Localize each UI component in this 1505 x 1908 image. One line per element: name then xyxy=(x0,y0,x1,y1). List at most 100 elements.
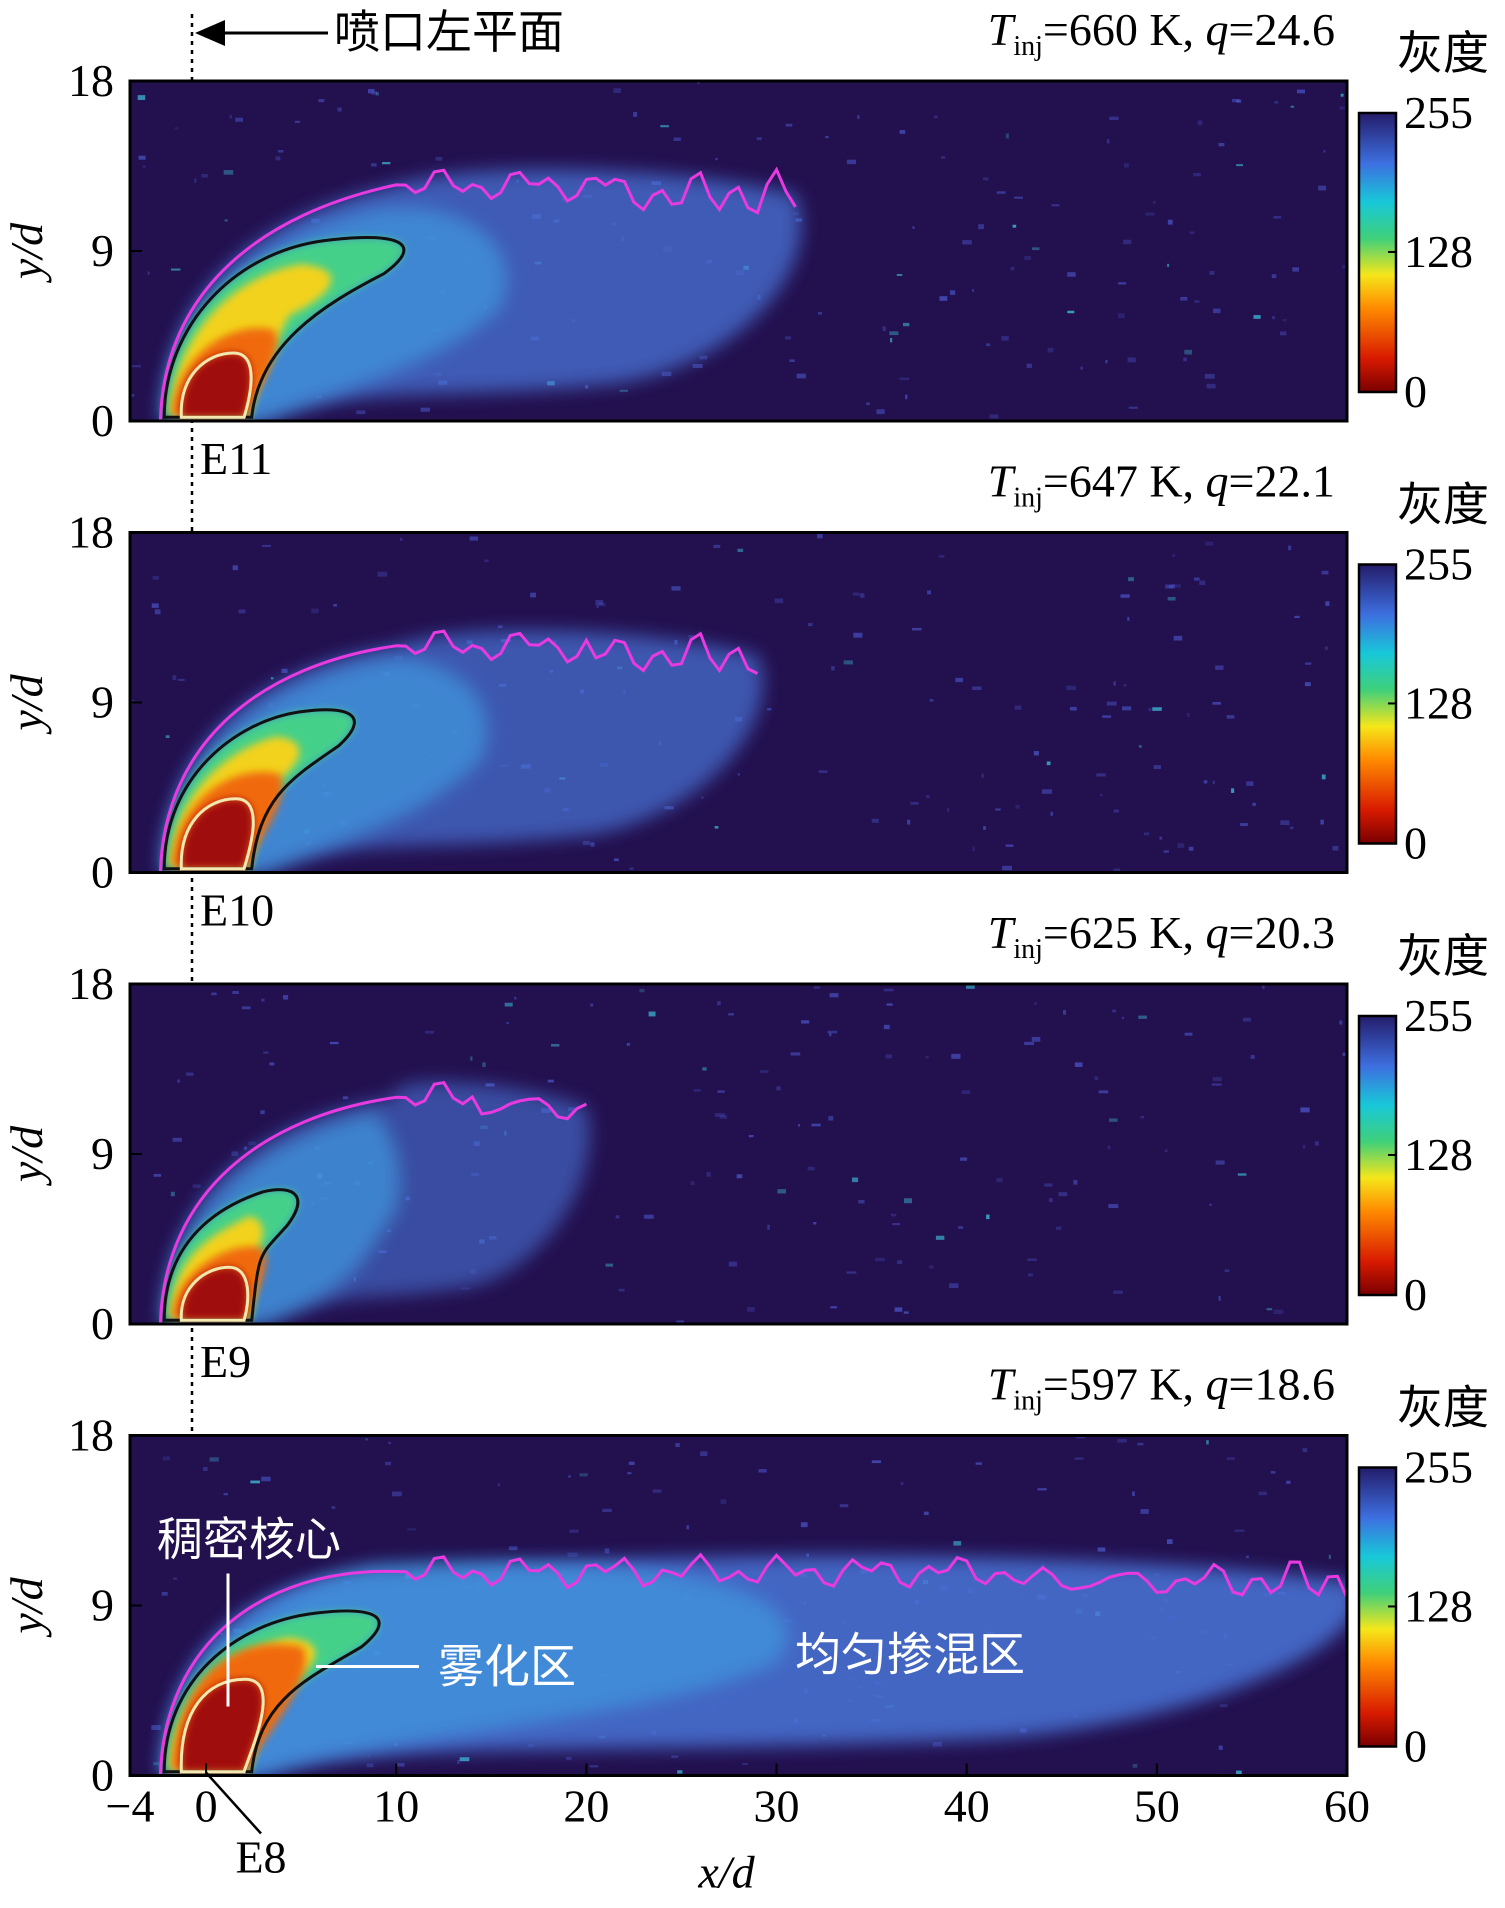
speckle xyxy=(142,165,146,168)
speckle xyxy=(1226,715,1235,719)
speckle xyxy=(311,608,319,614)
speckle xyxy=(1173,635,1183,641)
speckle xyxy=(261,998,265,1002)
speckle xyxy=(975,1462,983,1465)
core-contour xyxy=(179,797,255,871)
speckle xyxy=(579,1473,588,1477)
speckle xyxy=(1321,570,1329,575)
speckle xyxy=(1113,1290,1123,1294)
speckle xyxy=(1252,802,1256,806)
speckle xyxy=(1280,331,1287,336)
speckle xyxy=(1273,215,1282,219)
speckle xyxy=(482,1062,486,1068)
speckle xyxy=(211,992,217,996)
speckle xyxy=(231,1151,239,1156)
speckle xyxy=(232,565,239,571)
speckle xyxy=(702,1067,707,1071)
speckle xyxy=(825,135,829,139)
speckle xyxy=(1193,172,1201,177)
speckle xyxy=(224,219,228,222)
speckle xyxy=(1014,705,1022,710)
title-symbol: T xyxy=(988,4,1017,55)
speckle xyxy=(1172,554,1176,558)
speckle xyxy=(277,149,284,153)
speckle xyxy=(929,698,934,702)
speckle xyxy=(1262,985,1265,990)
speckle xyxy=(851,1177,859,1183)
speckle xyxy=(1163,850,1169,853)
panel-title: Tinj=625 K, q=20.3 xyxy=(988,907,1335,965)
speckle xyxy=(504,1002,513,1007)
speckle xyxy=(1067,310,1075,314)
speckle xyxy=(983,177,989,181)
speckle xyxy=(923,1511,929,1516)
speckle xyxy=(629,867,634,870)
speckle xyxy=(1294,615,1300,619)
speckle xyxy=(675,1443,680,1448)
image xyxy=(130,984,1347,1324)
speckle xyxy=(1127,616,1130,621)
speckle xyxy=(229,114,232,119)
speckle xyxy=(1305,662,1312,665)
speckle xyxy=(1314,1141,1320,1146)
speckle xyxy=(283,995,289,1000)
speckle xyxy=(1118,282,1127,285)
speckle xyxy=(590,1003,594,1007)
speckle xyxy=(699,355,708,360)
speckle xyxy=(626,1042,630,1046)
speckle xyxy=(1302,1448,1308,1452)
speckle xyxy=(1266,1308,1273,1311)
title-text: =625 K, xyxy=(1043,907,1206,958)
speckle xyxy=(807,1166,815,1171)
image xyxy=(130,532,1347,873)
speckle xyxy=(223,1493,229,1496)
speckle xyxy=(1167,597,1176,601)
speckle xyxy=(1296,89,1306,94)
y-axis-label: y/d xyxy=(1,1125,52,1186)
colorbar-tick-label: 128 xyxy=(1404,1580,1473,1631)
speckle xyxy=(932,1741,943,1747)
speckle xyxy=(177,1079,180,1083)
speckle xyxy=(891,1213,897,1217)
speckle xyxy=(912,226,915,229)
speckle xyxy=(598,602,606,607)
x-axis-label: x/d xyxy=(697,1847,755,1898)
speckle xyxy=(899,130,906,134)
speckle xyxy=(905,394,908,400)
speckle xyxy=(1123,684,1127,687)
speckle xyxy=(903,1198,912,1204)
speckle xyxy=(1188,846,1194,851)
speckle xyxy=(457,1760,460,1764)
speckle xyxy=(1137,1442,1144,1446)
speckle xyxy=(677,1770,683,1774)
speckle xyxy=(399,537,403,542)
speckle xyxy=(962,240,972,245)
speckle xyxy=(1066,685,1076,691)
speckle xyxy=(154,609,161,615)
speckle xyxy=(185,1072,194,1076)
speckle xyxy=(934,115,938,119)
speckle xyxy=(853,632,863,638)
speckle xyxy=(661,371,672,377)
speckle xyxy=(1047,347,1054,353)
speckle xyxy=(1340,93,1344,97)
speckle xyxy=(875,1257,885,1262)
speckle xyxy=(896,273,903,277)
speckle xyxy=(1159,836,1163,840)
speckle xyxy=(152,576,160,580)
speckle xyxy=(785,336,792,340)
speckle xyxy=(797,1124,801,1127)
speckle xyxy=(628,1461,635,1465)
inner-contour xyxy=(162,1188,300,1322)
image xyxy=(130,81,1347,421)
case-label: E11 xyxy=(200,433,272,484)
speckle xyxy=(949,1283,959,1289)
speckle xyxy=(1242,1017,1252,1022)
speckle xyxy=(1055,1226,1062,1230)
speckle xyxy=(172,675,177,681)
title-subscript: inj xyxy=(1013,1386,1043,1417)
speckle xyxy=(497,625,503,629)
y-tick-label: 0 xyxy=(91,395,114,446)
speckle xyxy=(1220,1704,1228,1708)
